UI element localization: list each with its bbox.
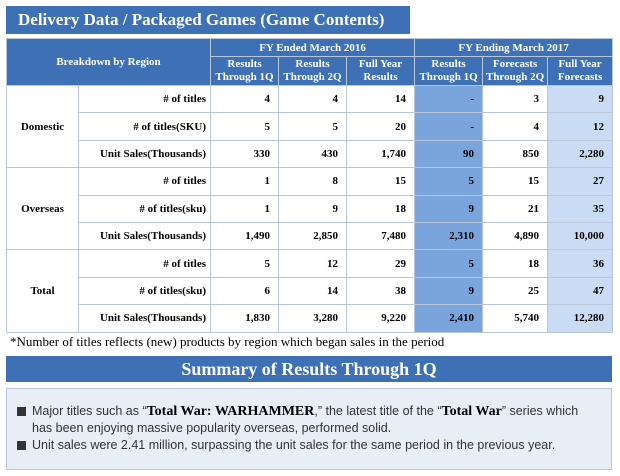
table-cell: 8 — [278, 167, 348, 196]
region-label: Overseas — [6, 167, 79, 251]
table-cell: 14 — [346, 84, 416, 114]
table-cell: 36 — [547, 249, 614, 278]
metric-label: Unit Sales(Thousands) — [77, 304, 212, 333]
table-row: Unit Sales(Thousands) 330 430 1,740 90 850 2,2… — [7, 139, 614, 169]
table-cell: 90 — [414, 139, 484, 169]
region-label: Domestic — [6, 84, 79, 169]
table-cell: 9 — [414, 276, 484, 306]
table-cell: 10,000 — [547, 221, 614, 251]
table-row: # of titles(SKU) 5 5 20-4 12 — [7, 112, 614, 141]
table-cell: 15 — [346, 167, 416, 196]
table-cell: 1,740 — [346, 139, 416, 169]
table-cell: 4 — [210, 84, 280, 114]
table-cell: 9 — [547, 84, 614, 114]
table-cell: 5,740 — [482, 304, 549, 333]
metric-label: # of titles(SKU) — [77, 112, 212, 141]
table-cell: 4,890 — [482, 221, 549, 251]
column-header: Full Year Forecasts — [547, 56, 614, 86]
table-cell: 1,490 — [210, 221, 280, 251]
column-header: Forecasts Through 2Q — [482, 56, 549, 86]
metric-label: # of titles — [77, 167, 212, 196]
table-cell: 430 — [278, 139, 348, 169]
summary-bullet-1-text: Major titles such as “Total War: WARHAMM… — [32, 404, 579, 435]
table-row: Overseas # of titles 1 8 15 5 15 27 — [6, 167, 614, 251]
square-bullet-icon — [17, 441, 26, 450]
breakdown-header: Breakdown by Region — [5, 38, 212, 86]
table-cell: 9 — [278, 194, 348, 223]
table-cell: 2,850 — [278, 221, 348, 251]
table-cell: 12 — [278, 249, 348, 278]
summary-title: Summary of Results Through 1Q — [6, 356, 612, 382]
footnote: *Number of titles reflects (new) product… — [10, 334, 445, 349]
table-cell: 3,280 — [278, 304, 348, 333]
table-cell: 9,220 — [346, 304, 416, 333]
metric-label: Unit Sales(Thousands) — [77, 139, 212, 169]
table-cell: 35 — [547, 194, 614, 223]
page-title: Delivery Data / Packaged Games (Game Con… — [6, 6, 410, 34]
table-cell: - — [414, 84, 484, 114]
table-cell: 1 — [210, 167, 280, 196]
table-cell: 4 — [278, 84, 348, 114]
table-cell: 27 — [547, 167, 614, 196]
table-cell: 47 — [547, 276, 614, 306]
table-row: Total # of titles 5 12 29 5 18 36 — [6, 249, 614, 333]
table-cell: 1 — [210, 194, 280, 223]
table-cell: 38 — [346, 276, 416, 306]
table-row: # of titles(sku) 6 14 38 9 25 47 — [7, 276, 614, 306]
square-bullet-icon — [17, 407, 26, 416]
table-cell: 18 — [482, 249, 549, 278]
fy2017-header: FY Ending March 2017 — [414, 38, 614, 57]
table-cell: 5 — [210, 249, 280, 278]
table-cell: 4 — [482, 112, 549, 141]
table-cell: 21 — [482, 194, 549, 223]
table-cell: 330 — [210, 139, 280, 169]
table-row: # of titles(sku) 1 9 18 9 21 35 — [7, 194, 614, 223]
column-header: Full Year Results — [346, 56, 416, 86]
table-cell: 5 — [210, 112, 280, 141]
table-cell: 850 — [482, 139, 549, 169]
table-cell: 5 — [414, 167, 484, 196]
metric-label: Unit Sales(Thousands) — [77, 221, 212, 251]
summary-bullet-2: Unit sales were 2.41 million, surpassing… — [17, 437, 601, 454]
metric-label: # of titles — [77, 249, 212, 278]
table-cell: - — [414, 112, 484, 141]
table-cell: 9 — [414, 194, 484, 223]
metric-label: # of titles — [77, 84, 212, 114]
summary-box: Major titles such as “Total War: WARHAMM… — [6, 388, 612, 470]
column-header: Results Through 2Q — [278, 56, 348, 86]
table-cell: 29 — [346, 249, 416, 278]
table-cell: 2,310 — [414, 221, 484, 251]
table-cell: 15 — [482, 167, 549, 196]
table-cell: 14 — [278, 276, 348, 306]
summary-bullet-2-text: Unit sales were 2.41 million, surpassing… — [32, 438, 556, 452]
table-row: Domestic # of titles 4 4 14-3 9 — [6, 84, 614, 169]
delivery-data-table: Breakdown by Region FY Ended March 2016 … — [5, 38, 614, 333]
column-header: Results Through 1Q — [414, 56, 484, 86]
table-cell: 12 — [547, 112, 614, 141]
table-cell: 5 — [278, 112, 348, 141]
table-cell: 7,480 — [346, 221, 416, 251]
column-header: Results Through 1Q — [210, 56, 280, 86]
metric-label: # of titles(sku) — [77, 276, 212, 306]
table-cell: 18 — [346, 194, 416, 223]
table-cell: 1,830 — [210, 304, 280, 333]
metric-label: # of titles(sku) — [77, 194, 212, 223]
table-row: Unit Sales(Thousands) 1,490 2,850 7,480 2,31… — [7, 221, 614, 251]
table-cell: 6 — [210, 276, 280, 306]
table-cell: 25 — [482, 276, 549, 306]
fy2016-header: FY Ended March 2016 — [210, 38, 416, 57]
summary-bullet-1: Major titles such as “Total War: WARHAMM… — [17, 403, 601, 437]
table-cell: 2,280 — [547, 139, 614, 169]
table-cell: 5 — [414, 249, 484, 278]
table-row: Unit Sales(Thousands) 1,830 3,280 9,220 2,41… — [7, 304, 614, 333]
table-cell: 2,410 — [414, 304, 484, 333]
table-cell: 20 — [346, 112, 416, 141]
table-cell: 12,280 — [547, 304, 614, 333]
region-label: Total — [6, 249, 79, 333]
table-cell: 3 — [482, 84, 549, 114]
